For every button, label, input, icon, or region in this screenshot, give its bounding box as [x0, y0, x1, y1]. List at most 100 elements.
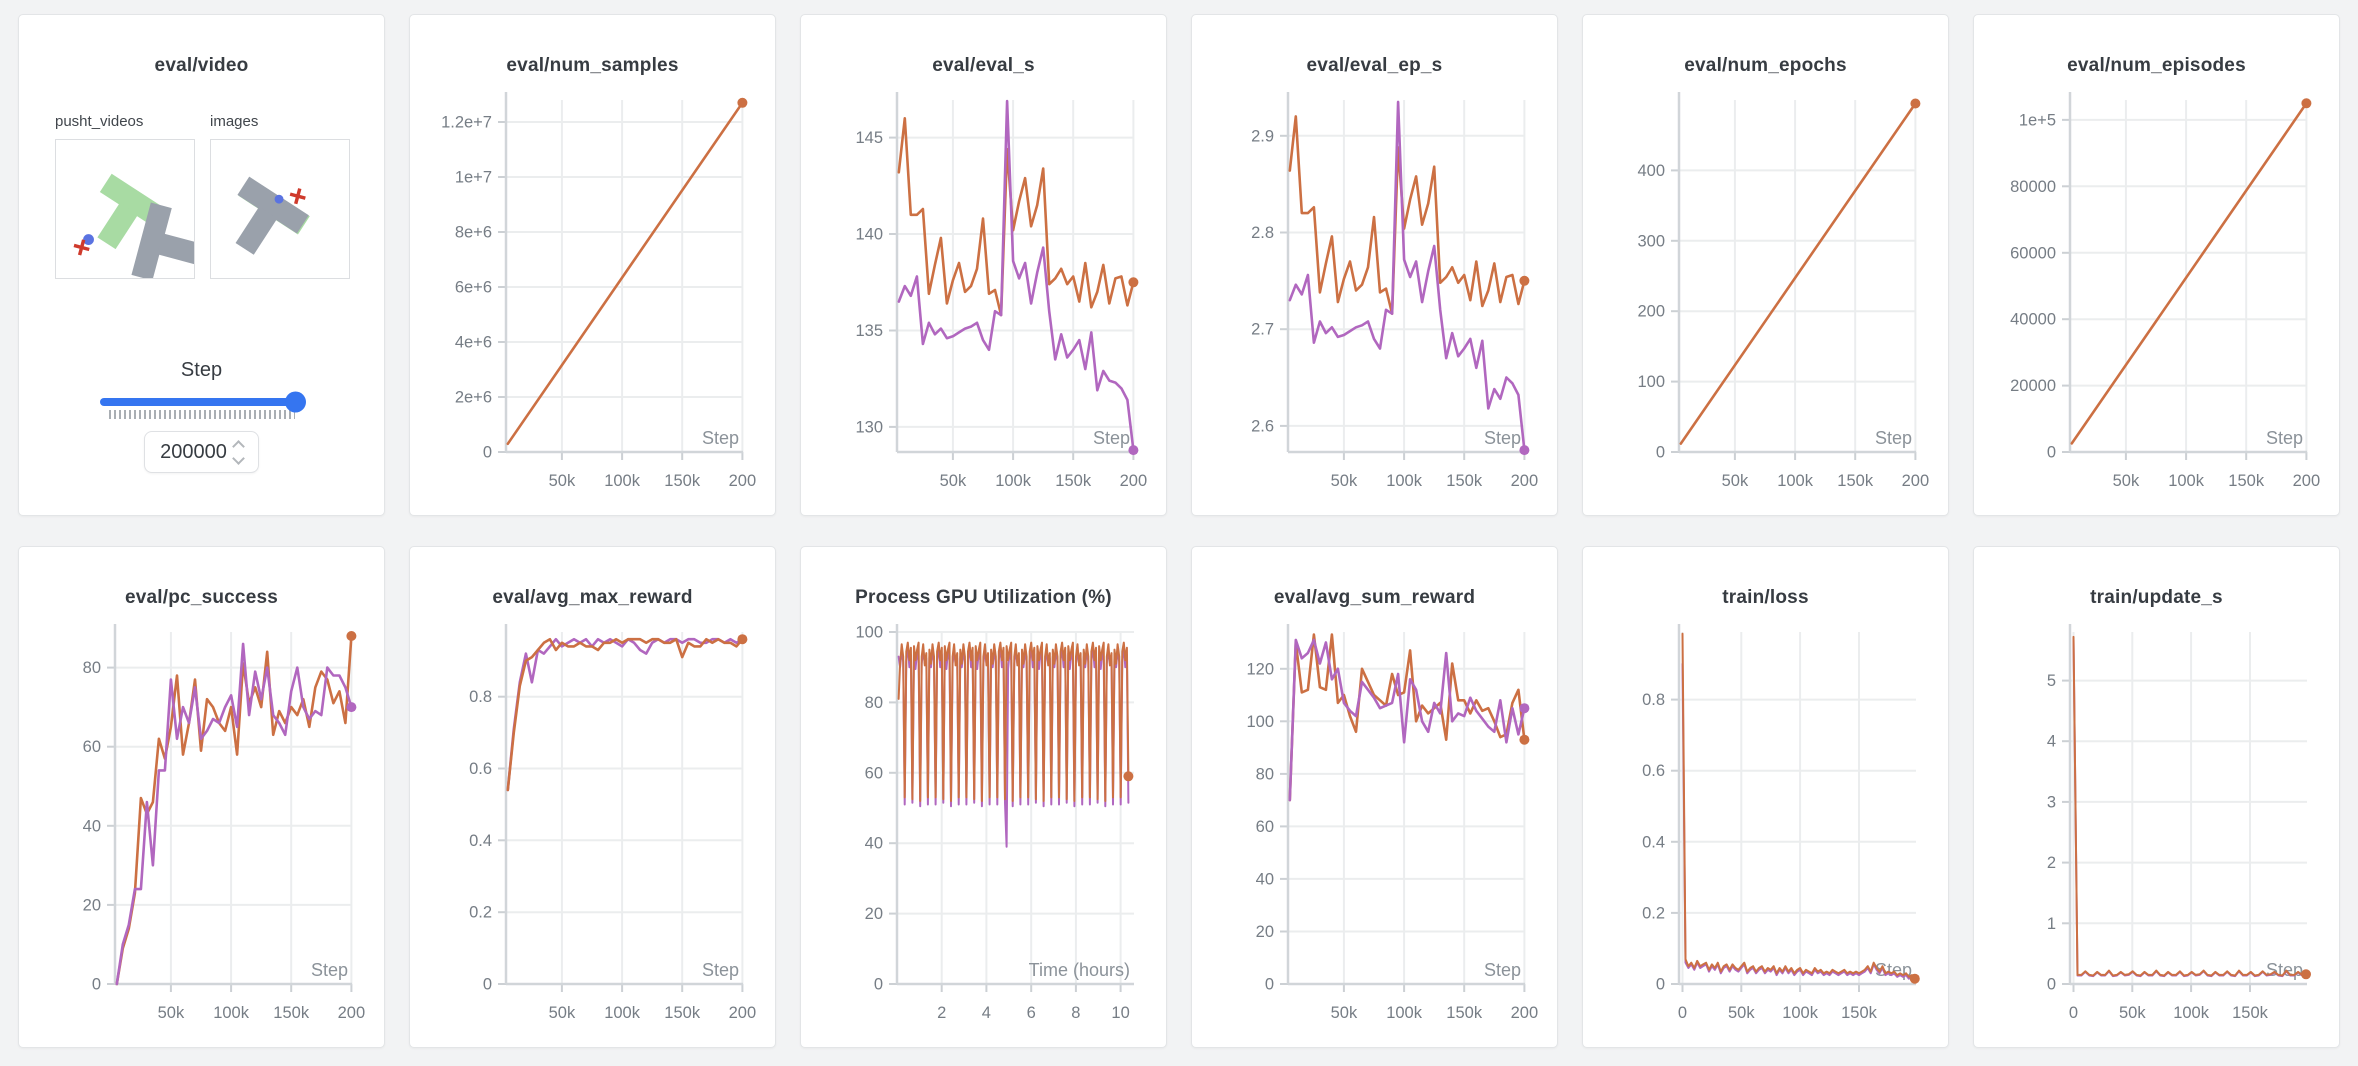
media-label: images	[210, 113, 259, 130]
svg-text:140: 140	[855, 226, 883, 244]
svg-text:1.2e+7: 1.2e+7	[441, 114, 492, 132]
step-control: Step 200000	[19, 359, 384, 473]
pusht-video-thumbnail[interactable]	[55, 139, 207, 281]
svg-text:100k: 100k	[213, 1004, 250, 1022]
stepper-down-icon[interactable]	[232, 451, 245, 465]
chart-plot[interactable]: Step 0 50k 100k 150k 0 1 2 3 4 5	[1974, 577, 2339, 1047]
chart-title: eval/pc_success	[124, 587, 278, 608]
svg-text:Step: Step	[1093, 428, 1130, 448]
chart-plot[interactable]: Step 50k 100k 150k 200 0 20 40 60 80 100 120	[1192, 577, 1557, 1047]
svg-text:150k: 150k	[664, 472, 701, 490]
svg-text:1: 1	[2047, 915, 2056, 933]
svg-text:50k: 50k	[1331, 472, 1358, 490]
svg-text:0: 0	[92, 976, 101, 994]
svg-text:100: 100	[1246, 713, 1274, 731]
svg-text:0: 0	[1656, 976, 1665, 994]
svg-text:100: 100	[1637, 373, 1665, 391]
panel-train-update-s: train/update_s Step 0 50k 100k 150k 0 1 2 3 4 5	[1973, 546, 2340, 1048]
step-slider-label: Step	[180, 359, 223, 381]
svg-text:Step: Step	[702, 428, 739, 448]
pusht-scene-graphic	[73, 173, 207, 281]
chart-plot[interactable]: Step 50k 100k 150k 200 0 20 40 60 80	[19, 577, 384, 1047]
panel-eval-video: eval/video pusht_videos	[18, 14, 385, 516]
svg-text:2.8: 2.8	[1251, 224, 1274, 242]
svg-text:6e+6: 6e+6	[455, 279, 492, 297]
step-value[interactable]: 200000	[160, 440, 227, 463]
svg-text:6: 6	[1027, 1004, 1036, 1022]
svg-text:40: 40	[83, 817, 101, 835]
slider-thumb[interactable]	[284, 391, 306, 413]
chart-title: eval/avg_sum_reward	[1273, 587, 1476, 608]
chart-plot[interactable]: Step 50k 100k 150k 200 0 100 200 300 400	[1583, 45, 1948, 515]
svg-text:40000: 40000	[2010, 311, 2056, 329]
panel-eval-num-samples: eval/num_samples Step 50k 100k 150k 200 0 2e+6…	[409, 14, 776, 516]
svg-text:0: 0	[874, 976, 883, 994]
svg-text:0.4: 0.4	[1642, 833, 1665, 851]
svg-text:Step: Step	[311, 960, 348, 980]
slider-tick-marks	[108, 410, 295, 419]
svg-text:60: 60	[83, 738, 101, 756]
svg-text:0.8: 0.8	[1642, 691, 1665, 709]
svg-text:200: 200	[1637, 303, 1665, 321]
chart-title: eval/num_epochs	[1684, 55, 1847, 76]
media-pusht-videos[interactable]: pusht_videos	[55, 113, 207, 281]
svg-text:80: 80	[1256, 765, 1274, 783]
media-row: pusht_videos	[55, 113, 362, 281]
svg-text:0: 0	[1265, 976, 1274, 994]
svg-text:1e+5: 1e+5	[2019, 111, 2056, 129]
panel-train-loss: train/loss Step 0 50k 100k 150k 0 0.2 0.4 0.6 0.8	[1582, 546, 1949, 1048]
images-thumbnail[interactable]	[210, 139, 350, 279]
panel-eval-pc-success: eval/pc_success Step 50k 100k 150k 200 0 20 40 6…	[18, 546, 385, 1048]
svg-text:120: 120	[1246, 660, 1274, 678]
stepper-up-icon[interactable]	[232, 439, 245, 453]
svg-text:100k: 100k	[2173, 1004, 2210, 1022]
svg-text:100k: 100k	[1777, 472, 1814, 490]
svg-text:300: 300	[1637, 232, 1665, 250]
panel-eval-num-epochs: eval/num_epochs Step 50k 100k 150k 200 0 100 20…	[1582, 14, 1949, 516]
svg-text:Step: Step	[2266, 960, 2303, 980]
svg-text:200: 200	[1902, 472, 1930, 490]
svg-text:50k: 50k	[1728, 1004, 1755, 1022]
svg-text:Step: Step	[1875, 428, 1912, 448]
svg-text:150k: 150k	[273, 1004, 310, 1022]
svg-text:150k: 150k	[1446, 1004, 1483, 1022]
media-images[interactable]: images	[210, 113, 350, 279]
svg-text:135: 135	[855, 322, 883, 340]
stepper-spinner[interactable]	[232, 439, 245, 466]
svg-text:4e+6: 4e+6	[455, 334, 492, 352]
chart-plot[interactable]: Step 50k 100k 150k 200 0 2e+6 4e+6 6e+6 8e+6 1e+7 1…	[410, 45, 775, 515]
svg-text:40: 40	[1256, 870, 1274, 888]
chart-plot[interactable]: Step 50k 100k 150k 200 130 135 140 145	[801, 45, 1166, 515]
svg-text:100k: 100k	[1386, 1004, 1423, 1022]
svg-text:100k: 100k	[1782, 1004, 1819, 1022]
step-input[interactable]: 200000	[144, 431, 259, 473]
svg-text:0.2: 0.2	[469, 904, 492, 922]
svg-text:5: 5	[2047, 672, 2056, 690]
svg-text:Time (hours): Time (hours)	[1029, 960, 1130, 980]
svg-text:150k: 150k	[1055, 472, 1092, 490]
chart-plot[interactable]: Step 50k 100k 150k 200 0 20000 40000 60000 80000 1…	[1974, 45, 2339, 515]
panel-eval-eval-s: eval/eval_s Step 50k 100k 150k 200 130 135 140 1…	[800, 14, 1167, 516]
chart-plot[interactable]: Step 0 50k 100k 150k 0 0.2 0.4 0.6 0.8	[1583, 577, 1948, 1047]
svg-text:80: 80	[865, 694, 883, 712]
step-slider[interactable]	[99, 391, 306, 413]
media-label: pusht_videos	[55, 113, 144, 130]
panel-eval-eval-ep-s: eval/eval_ep_s Step 50k 100k 150k 200 2.6 2.7 2…	[1191, 14, 1558, 516]
svg-text:Step: Step	[1484, 960, 1521, 980]
svg-text:2.9: 2.9	[1251, 127, 1274, 145]
svg-text:0: 0	[2047, 976, 2056, 994]
svg-text:400: 400	[1637, 162, 1665, 180]
chart-plot[interactable]: Step 50k 100k 150k 200 2.6 2.7 2.8 2.9	[1192, 45, 1557, 515]
svg-text:50k: 50k	[1722, 472, 1749, 490]
svg-text:100: 100	[855, 624, 883, 642]
svg-text:200: 200	[2293, 472, 2321, 490]
chart-plot[interactable]: Time (hours) 2 4 6 8 10 0 20 40 60 80 100	[801, 577, 1166, 1047]
svg-text:100k: 100k	[995, 472, 1032, 490]
chart-plot[interactable]: Step 50k 100k 150k 200 0 0.2 0.4 0.6 0.8	[410, 577, 775, 1047]
panel-title: eval/video	[154, 55, 249, 76]
svg-text:200: 200	[729, 472, 757, 490]
svg-text:50k: 50k	[1331, 1004, 1358, 1022]
svg-text:20: 20	[865, 905, 883, 923]
svg-text:200: 200	[1511, 1004, 1539, 1022]
chart-title: train/loss	[1722, 587, 1809, 608]
